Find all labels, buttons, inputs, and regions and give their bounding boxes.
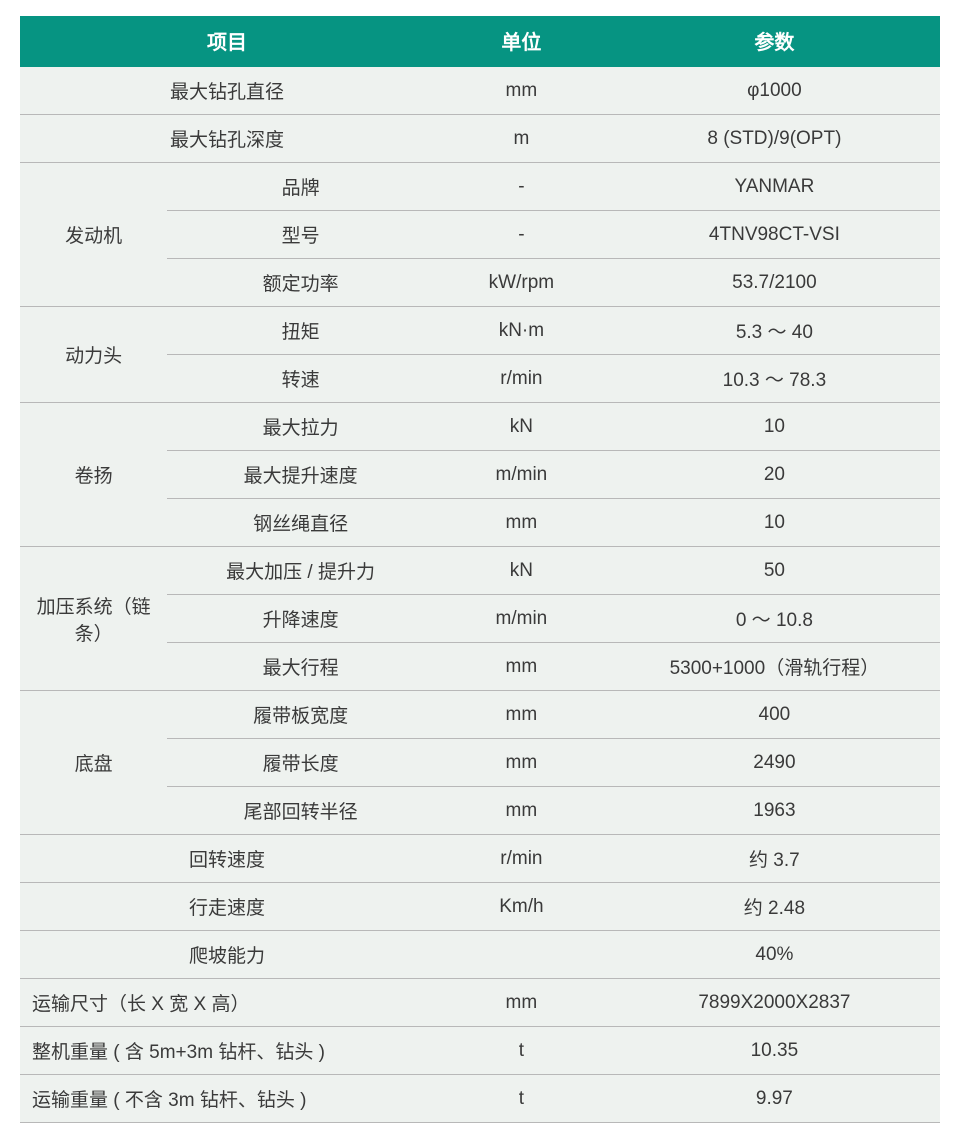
- table-row: 发动机 品牌 - YANMAR: [20, 163, 940, 211]
- table-row: 加压系统（链条） 最大加压 / 提升力 kN 50: [20, 547, 940, 595]
- cell-unit: kN: [434, 403, 609, 451]
- table-row: 爬坡能力 40%: [20, 931, 940, 979]
- cell-unit: t: [434, 1075, 609, 1123]
- cell-sub: 升降速度: [167, 595, 434, 643]
- cell-sub: 履带板宽度: [167, 691, 434, 739]
- cell-unit: r/min: [434, 355, 609, 403]
- cell-param: 5300+1000（滑轨行程）: [609, 643, 940, 691]
- table-row: 卷扬 最大拉力 kN 10: [20, 403, 940, 451]
- table-row: 行走速度 Km/h 约 2.48: [20, 883, 940, 931]
- cell-param: 10: [609, 403, 940, 451]
- cell-unit: mm: [434, 66, 609, 115]
- cell-group: 卷扬: [20, 403, 167, 547]
- cell-unit: m/min: [434, 451, 609, 499]
- cell-param: 10.35: [609, 1027, 940, 1075]
- cell-param: 50: [609, 547, 940, 595]
- cell-unit: kN: [434, 547, 609, 595]
- table-row: 整机重量 ( 含 5m+3m 钻杆、钻头 ) t 10.35: [20, 1027, 940, 1075]
- cell-unit: -: [434, 163, 609, 211]
- table-row: 最大钻孔直径 mm φ1000: [20, 66, 940, 115]
- cell-item: 运输尺寸（长 X 宽 X 高）: [20, 979, 434, 1027]
- spec-table-container: 项目 单位 参数 最大钻孔直径 mm φ1000 最大钻孔深度 m 8 (STD…: [20, 16, 940, 1123]
- cell-param: 400: [609, 691, 940, 739]
- cell-param: YANMAR: [609, 163, 940, 211]
- cell-group: 加压系统（链条）: [20, 547, 167, 691]
- table-row: 最大钻孔深度 m 8 (STD)/9(OPT): [20, 115, 940, 163]
- cell-param: 4TNV98CT-VSI: [609, 211, 940, 259]
- cell-item: 爬坡能力: [20, 931, 434, 979]
- table-row: 回转速度 r/min 约 3.7: [20, 835, 940, 883]
- cell-param: 约 3.7: [609, 835, 940, 883]
- cell-param: 40%: [609, 931, 940, 979]
- cell-unit: mm: [434, 979, 609, 1027]
- cell-param: φ1000: [609, 66, 940, 115]
- cell-sub: 转速: [167, 355, 434, 403]
- cell-unit: mm: [434, 691, 609, 739]
- cell-sub: 最大行程: [167, 643, 434, 691]
- cell-unit: mm: [434, 787, 609, 835]
- table-row: 底盘 履带板宽度 mm 400: [20, 691, 940, 739]
- cell-unit: r/min: [434, 835, 609, 883]
- cell-sub: 尾部回转半径: [167, 787, 434, 835]
- cell-param: 1963: [609, 787, 940, 835]
- cell-item: 整机重量 ( 含 5m+3m 钻杆、钻头 ): [20, 1027, 434, 1075]
- cell-item: 运输重量 ( 不含 3m 钻杆、钻头 ): [20, 1075, 434, 1123]
- cell-unit: mm: [434, 643, 609, 691]
- cell-param: 10: [609, 499, 940, 547]
- table-row: 运输重量 ( 不含 3m 钻杆、钻头 ) t 9.97: [20, 1075, 940, 1123]
- cell-unit: mm: [434, 499, 609, 547]
- cell-unit: m: [434, 115, 609, 163]
- cell-param: 9.97: [609, 1075, 940, 1123]
- cell-param: 0 ～ 10.8: [609, 595, 940, 643]
- cell-unit: mm: [434, 739, 609, 787]
- cell-param: 10.3 ～ 78.3: [609, 355, 940, 403]
- cell-sub: 最大加压 / 提升力: [167, 547, 434, 595]
- cell-param: 约 2.48: [609, 883, 940, 931]
- cell-item: 行走速度: [20, 883, 434, 931]
- cell-group: 动力头: [20, 307, 167, 403]
- cell-unit: [434, 931, 609, 979]
- cell-param: 20: [609, 451, 940, 499]
- header-item: 项目: [20, 16, 434, 66]
- header-param: 参数: [609, 16, 940, 66]
- cell-unit: m/min: [434, 595, 609, 643]
- cell-unit: kW/rpm: [434, 259, 609, 307]
- table-header-row: 项目 单位 参数: [20, 16, 940, 66]
- cell-item: 最大钻孔深度: [20, 115, 434, 163]
- cell-sub: 品牌: [167, 163, 434, 211]
- cell-param: 7899X2000X2837: [609, 979, 940, 1027]
- cell-group: 发动机: [20, 163, 167, 307]
- table-row: 动力头 扭矩 kN·m 5.3 ～ 40: [20, 307, 940, 355]
- table-row: 运输尺寸（长 X 宽 X 高） mm 7899X2000X2837: [20, 979, 940, 1027]
- cell-sub: 额定功率: [167, 259, 434, 307]
- cell-param: 8 (STD)/9(OPT): [609, 115, 940, 163]
- cell-param: 5.3 ～ 40: [609, 307, 940, 355]
- cell-unit: t: [434, 1027, 609, 1075]
- cell-sub: 钢丝绳直径: [167, 499, 434, 547]
- cell-sub: 型号: [167, 211, 434, 259]
- cell-item: 回转速度: [20, 835, 434, 883]
- header-unit: 单位: [434, 16, 609, 66]
- cell-sub: 扭矩: [167, 307, 434, 355]
- cell-sub: 最大提升速度: [167, 451, 434, 499]
- cell-sub: 履带长度: [167, 739, 434, 787]
- cell-unit: kN·m: [434, 307, 609, 355]
- cell-item: 最大钻孔直径: [20, 66, 434, 115]
- cell-group: 底盘: [20, 691, 167, 835]
- cell-param: 53.7/2100: [609, 259, 940, 307]
- cell-sub: 最大拉力: [167, 403, 434, 451]
- cell-unit: -: [434, 211, 609, 259]
- cell-param: 2490: [609, 739, 940, 787]
- spec-table: 项目 单位 参数 最大钻孔直径 mm φ1000 最大钻孔深度 m 8 (STD…: [20, 16, 940, 1123]
- cell-unit: Km/h: [434, 883, 609, 931]
